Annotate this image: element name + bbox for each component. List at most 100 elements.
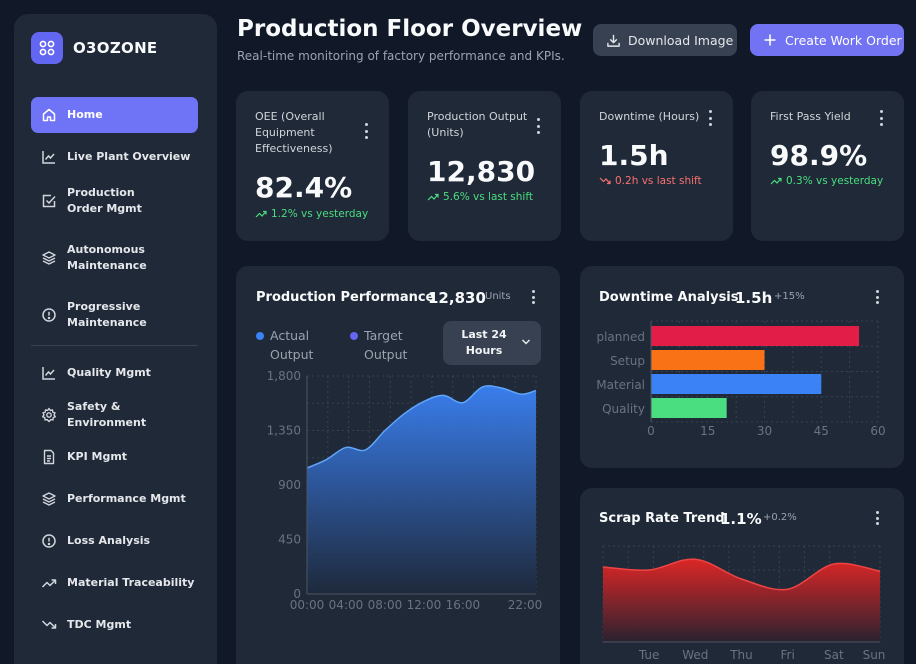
more-vertical-icon[interactable] [874, 290, 880, 304]
x-tick-label: 60 [870, 424, 885, 438]
x-tick-label: 30 [757, 424, 772, 438]
layers-icon [40, 249, 58, 267]
category-label: Quality [602, 402, 645, 416]
x-tick-label: Sat [824, 648, 844, 662]
home-icon [40, 106, 58, 124]
kpi-label: First Pass Yield [770, 110, 851, 123]
bar-planned [651, 326, 860, 346]
series-line-actual-output [306, 385, 537, 469]
legend-actual-output[interactable]: Actual Output [256, 326, 320, 364]
x-tick-label: Fri [781, 648, 795, 662]
sidebar-item-more[interactable] [31, 649, 198, 664]
x-tick-label: 15 [700, 424, 715, 438]
x-tick-label: 04:00 [329, 598, 364, 612]
trending-up-icon [255, 209, 267, 219]
kpi-delta: 5.6% vs last shift [427, 191, 533, 203]
brand[interactable]: O3OZONE [31, 32, 157, 64]
chevron-down-icon [521, 331, 531, 350]
x-tick-label: 00:00 [290, 598, 325, 612]
sidebar-item-quality-mgmt[interactable]: Quality Mgmt [31, 355, 198, 391]
document-icon [40, 448, 58, 466]
legend-dot [350, 332, 358, 340]
scrap-area-chart: Tue Wed Thu Fri Sat Sun [602, 545, 886, 662]
sidebar: O3OZONE Home Live Plant Overview Product… [14, 14, 217, 664]
download-image-label: Download Image [628, 32, 734, 48]
plus-icon [762, 32, 778, 48]
sidebar-item-performance-mgmt[interactable]: Performance Mgmt [31, 481, 198, 517]
kpi-delta-text: 0.3% vs yesterday [786, 175, 884, 187]
downtime-chart-value: 1.5h [735, 289, 773, 307]
x-tick-label: 45 [814, 424, 829, 438]
more-vertical-icon[interactable] [874, 511, 880, 525]
kpi-value: 82.4% [255, 171, 353, 204]
y-tick-label: 1,800 [267, 369, 301, 383]
bar-material [651, 374, 822, 394]
category-label: planned [596, 330, 645, 344]
sidebar-item-progressive-maintenance[interactable]: Progressive Maintenance [31, 295, 198, 335]
more-vertical-icon[interactable] [530, 290, 536, 304]
x-tick-label: Tue [638, 648, 660, 662]
download-image-button[interactable]: Download Image [593, 24, 737, 56]
scrap-chart-title: Scrap Rate Trend [599, 511, 725, 526]
series-area-actual-output [307, 385, 536, 594]
partial-icon [40, 655, 58, 664]
kpi-delta: 1.2% vs yesterday [255, 208, 368, 220]
sidebar-item-material-traceability[interactable]: Material Traceability [31, 565, 198, 601]
x-tick-label: Wed [682, 648, 708, 662]
production-chart-value: 12,830 [428, 289, 486, 307]
trending-down-icon [599, 176, 611, 186]
kpi-card-production-output: Production Output (Units) 12,830 5.6% vs… [408, 91, 561, 241]
trending-up-icon [427, 192, 439, 202]
kpi-delta-text: 0.2h vs last shift [615, 175, 702, 187]
x-tick-label: Sun [863, 648, 886, 662]
trending-down-icon [40, 616, 58, 634]
more-vertical-icon[interactable] [878, 110, 884, 126]
sidebar-item-autonomous-maintenance[interactable]: Autonomous Maintenance [31, 238, 198, 278]
x-tick-label: 12:00 [407, 598, 442, 612]
alert-circle-icon [40, 306, 58, 324]
y-tick-label: 1,350 [267, 424, 301, 438]
x-tick-label: Thu [729, 648, 753, 662]
kpi-label: OEE (Overall Equipment Effectiveness) [255, 110, 333, 155]
line-chart-icon [40, 364, 58, 382]
sidebar-item-label: Autonomous Maintenance [67, 243, 147, 272]
production-chart-title: Production Performance [256, 290, 435, 305]
trending-up-icon [40, 574, 58, 592]
legend-target-output[interactable]: Target Output [350, 326, 414, 364]
x-tick-label: 08:00 [368, 598, 403, 612]
brand-name: O3OZONE [73, 39, 158, 57]
more-vertical-icon[interactable] [363, 123, 369, 139]
sidebar-item-tdc-mgmt[interactable]: TDC Mgmt [31, 607, 198, 643]
series-line-scrap-rate [602, 558, 881, 591]
kpi-value: 12,830 [427, 155, 536, 188]
kpi-delta: 0.2h vs last shift [599, 175, 702, 187]
sidebar-item-label: Quality Mgmt [67, 366, 151, 379]
sidebar-item-loss-analysis[interactable]: Loss Analysis [31, 523, 198, 559]
sidebar-item-safety-environment[interactable]: Safety & Environment [31, 397, 198, 433]
y-tick-label: 450 [278, 533, 301, 547]
sidebar-item-kpi-mgmt[interactable]: KPI Mgmt [31, 439, 198, 475]
time-range-select[interactable]: Last 24 Hours [443, 321, 541, 365]
sidebar-item-label: Home [67, 108, 103, 121]
production-area-chart: 0 450 900 1,350 1,800 00:00 04:00 08:00 12:00 16:… [267, 369, 543, 612]
create-work-order-label: Create Work Order [785, 32, 902, 48]
sidebar-item-production-order-mgmt[interactable]: Production Order Mgmt [31, 181, 198, 221]
create-work-order-button[interactable]: Create Work Order [750, 24, 904, 56]
more-vertical-icon[interactable] [707, 110, 713, 126]
sidebar-nav: Home Live Plant Overview Production Orde… [31, 97, 198, 664]
kpi-card-oee: OEE (Overall Equipment Effectiveness) 82… [236, 91, 389, 241]
sidebar-item-home[interactable]: Home [31, 97, 198, 133]
downtime-chart-change: +15% [774, 291, 805, 302]
series-area-scrap-rate [603, 559, 880, 642]
more-vertical-icon[interactable] [535, 118, 541, 134]
production-chart-unit: Units [485, 291, 511, 302]
line-chart-icon [40, 148, 58, 166]
legend-label: Target Output [364, 328, 408, 362]
sidebar-item-live-plant-overview[interactable]: Live Plant Overview [31, 139, 198, 175]
kpi-card-downtime: Downtime (Hours) 1.5h 0.2h vs last shift [580, 91, 733, 241]
kpi-delta: 0.3% vs yesterday [770, 175, 883, 187]
bar-setup [651, 350, 765, 370]
checkbox-icon [40, 192, 58, 210]
x-tick-label: 16:00 [446, 598, 481, 612]
